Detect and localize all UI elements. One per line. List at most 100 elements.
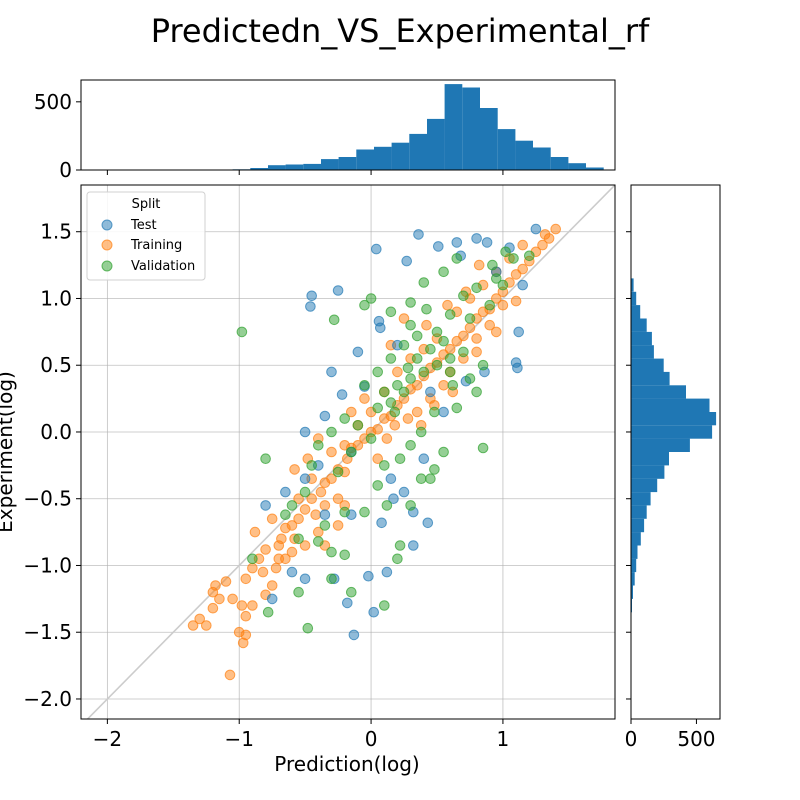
point-test <box>401 255 413 267</box>
point-validation <box>247 553 258 565</box>
y-tick-label: −1.5 <box>23 620 72 644</box>
right-hist-bar <box>631 398 710 412</box>
point-validation <box>471 386 482 398</box>
point-validation <box>339 549 351 561</box>
point-test <box>451 237 463 248</box>
point-test <box>512 362 523 374</box>
point-validation <box>392 553 403 565</box>
point-validation <box>438 266 449 278</box>
right-hist-bar <box>631 572 635 586</box>
top-hist-bar <box>338 157 357 170</box>
point-training <box>306 493 318 505</box>
point-validation <box>346 586 357 598</box>
point-validation <box>365 433 377 444</box>
point-training <box>236 600 248 611</box>
point-training <box>286 546 298 558</box>
point-training <box>464 322 476 334</box>
point-training <box>491 326 502 338</box>
point-training <box>260 544 271 555</box>
point-training <box>442 299 453 311</box>
point-validation <box>411 353 423 364</box>
point-training <box>266 513 278 525</box>
point-training <box>315 486 327 498</box>
point-validation <box>451 253 463 264</box>
scatter-plot: −2 −1 0 1 1.5 1.0 0.5 0.0 −0.5 −1.0 −1.5 −2.0 <box>23 184 616 751</box>
point-test <box>352 346 364 358</box>
point-test <box>385 473 397 485</box>
point-validation <box>458 290 469 302</box>
point-training <box>411 380 423 391</box>
top-hist-y-tick-label: 0 <box>59 158 72 182</box>
point-training <box>270 562 282 574</box>
point-training <box>346 406 357 418</box>
point-training <box>220 576 232 587</box>
right-hist-bar <box>631 438 690 452</box>
point-validation <box>429 406 440 418</box>
point-validation <box>385 353 397 364</box>
point-validation <box>451 402 463 414</box>
point-training <box>352 440 364 451</box>
point-training <box>359 393 370 404</box>
point-validation <box>372 366 384 378</box>
point-training <box>194 613 205 625</box>
point-validation <box>328 314 340 326</box>
point-validation <box>339 506 351 518</box>
right-histogram: 0 500 <box>625 184 721 751</box>
point-training <box>402 413 414 424</box>
point-test <box>336 389 348 400</box>
legend-label-validation: Validation <box>131 259 195 274</box>
point-test <box>306 290 318 302</box>
point-test <box>425 386 436 398</box>
point-test <box>408 540 419 551</box>
point-test <box>299 426 311 438</box>
right-hist-bar <box>631 412 717 426</box>
top-hist-bar <box>586 167 604 170</box>
point-training <box>421 319 432 331</box>
y-tick-label: −1.0 <box>23 553 72 577</box>
point-test <box>438 406 449 418</box>
point-training <box>471 346 482 358</box>
point-validation <box>471 282 482 294</box>
point-training <box>237 637 249 649</box>
point-validation <box>262 606 274 618</box>
top-hist-bar <box>374 146 392 170</box>
point-training <box>273 553 285 565</box>
point-test <box>299 573 311 585</box>
point-training <box>444 343 456 355</box>
point-validation <box>326 546 337 558</box>
point-validation <box>447 380 459 391</box>
point-validation <box>431 359 443 371</box>
point-training <box>293 513 304 525</box>
point-validation <box>411 330 423 342</box>
right-hist-bar <box>631 291 637 306</box>
point-validation <box>425 343 436 355</box>
top-hist-bar <box>515 140 533 170</box>
point-validation <box>381 500 393 511</box>
point-validation <box>497 279 509 291</box>
point-validation <box>405 500 416 511</box>
x-tick-label: −2 <box>93 727 122 751</box>
point-validation <box>260 453 271 465</box>
point-validation <box>398 339 410 351</box>
point-training <box>381 433 393 444</box>
point-validation <box>429 464 440 475</box>
point-validation <box>372 402 384 414</box>
right-hist-x-tick-label: 500 <box>677 727 715 751</box>
right-hist-bar <box>631 518 645 533</box>
point-validation <box>415 426 427 438</box>
point-validation <box>379 460 390 471</box>
right-hist-bar <box>631 345 654 359</box>
point-training <box>389 420 401 431</box>
x-tick-label: 1 <box>497 727 510 751</box>
point-validation <box>280 509 291 521</box>
point-training <box>201 620 212 631</box>
point-validation <box>508 253 519 264</box>
point-test <box>513 326 525 338</box>
point-training <box>247 562 258 574</box>
point-training <box>310 509 322 521</box>
x-axis-label: Prediction(log) <box>274 752 419 776</box>
point-training <box>326 446 337 458</box>
point-training <box>491 293 502 304</box>
point-validation <box>313 536 324 547</box>
right-hist-bar <box>631 425 713 439</box>
